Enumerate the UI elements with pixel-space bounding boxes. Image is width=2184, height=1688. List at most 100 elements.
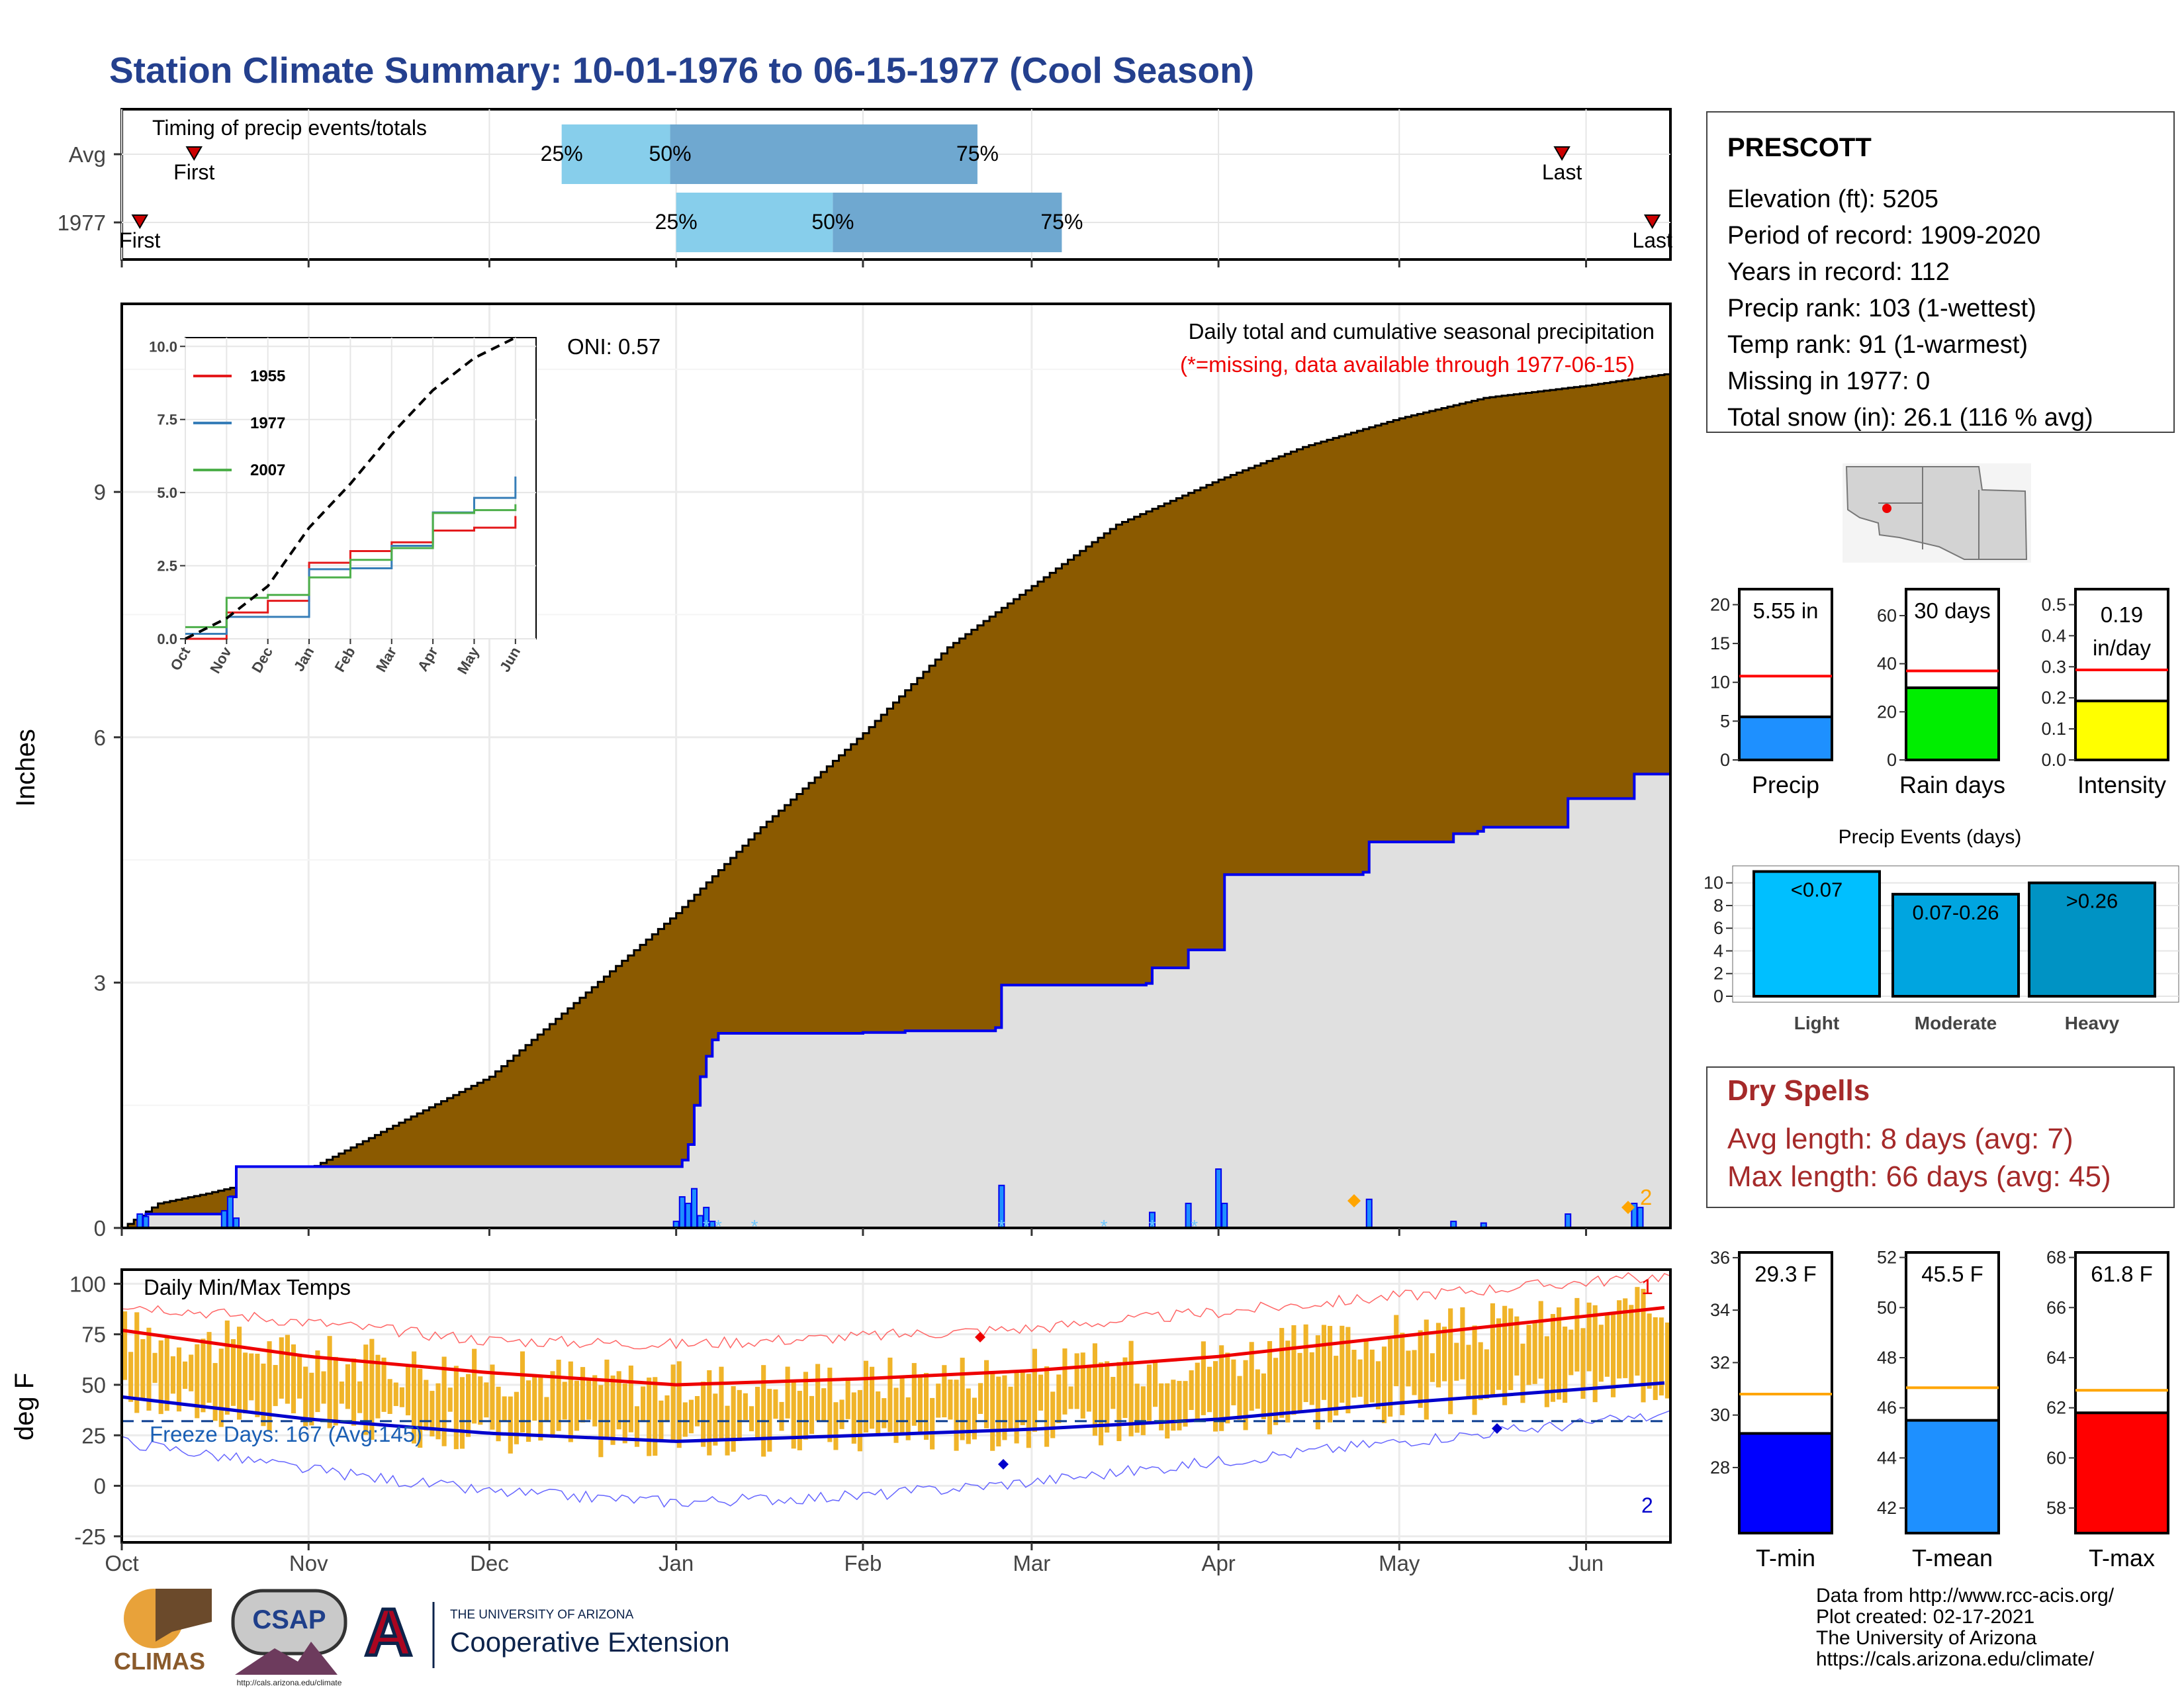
intensity-summary-ytick-label: 0.3 bbox=[2041, 657, 2066, 677]
daily-temp-bar bbox=[399, 1387, 404, 1407]
daily-temp-bar bbox=[1243, 1360, 1248, 1430]
daily-temp-bar bbox=[653, 1377, 658, 1456]
daily-temp-bar bbox=[1472, 1325, 1477, 1415]
events-bars: 02 4 6 8 10 <0.07 Light 0.07-0.26 Moderate >0.26 H… bbox=[1704, 870, 2179, 1033]
daily-temp-bar bbox=[550, 1371, 555, 1438]
daily-temp-bar bbox=[195, 1344, 200, 1419]
daily-temp-bar bbox=[701, 1382, 706, 1447]
daily-temp-bar bbox=[1544, 1336, 1549, 1407]
daily-temp-bar bbox=[930, 1397, 935, 1450]
daily-temp-bar bbox=[128, 1352, 134, 1402]
precip-summary-label: Precip bbox=[1752, 771, 1819, 798]
temp-summary-bars: 28 30 32 34 36 29.3 F T-min 42 44 46 48 50 52 45.5 F T… bbox=[1710, 1248, 2169, 1571]
daily-temp-bar bbox=[1026, 1374, 1031, 1448]
temp-xtick-label: Dec bbox=[470, 1551, 509, 1575]
daily-temp-bar bbox=[942, 1365, 947, 1418]
daily-temp-bar bbox=[755, 1386, 760, 1439]
daily-temp-bar bbox=[351, 1358, 357, 1426]
daily-temp-bar bbox=[532, 1376, 537, 1421]
tmax-summary-ytick-label: 68 bbox=[2046, 1248, 2066, 1268]
daily-temp-bar bbox=[749, 1406, 754, 1432]
freeze-days-label: Freeze Days: 167 (Avg:145) bbox=[150, 1422, 422, 1446]
intensity-summary-ytick-label: 0.1 bbox=[2041, 719, 2066, 739]
ua-logo-big: Cooperative Extension bbox=[450, 1626, 730, 1658]
daily-temp-bar bbox=[1050, 1391, 1056, 1438]
daily-temp-bar bbox=[514, 1391, 519, 1444]
tmean-summary-ytick-label: 52 bbox=[1877, 1248, 1897, 1268]
missing-count-label: 2 bbox=[1640, 1185, 1652, 1209]
daily-temp-bar bbox=[586, 1379, 592, 1420]
daily-temp-bar bbox=[1388, 1338, 1393, 1417]
climas-logo-mark bbox=[156, 1589, 212, 1642]
daily-temp-bar bbox=[1068, 1386, 1073, 1409]
daily-temp-bar bbox=[948, 1380, 953, 1420]
tmax-summary-ytick-label: 58 bbox=[2046, 1498, 2066, 1518]
events-value-label: >0.26 bbox=[2066, 890, 2118, 913]
intensity-summary-label: Intensity bbox=[2077, 771, 2166, 798]
dry-spells-panel: Dry Spells Avg length: 8 days (avg: 7) M… bbox=[1706, 1066, 2175, 1208]
daily-temp-bar bbox=[1394, 1315, 1399, 1387]
snow-day-markers: * * * * * * * bbox=[703, 1216, 1199, 1237]
average-max-line bbox=[121, 1305, 1665, 1387]
daily-temp-bar bbox=[236, 1327, 242, 1420]
daily-temp-bar bbox=[291, 1344, 296, 1414]
snow-marker: * bbox=[1101, 1216, 1108, 1237]
daily-temp-bar bbox=[224, 1320, 230, 1415]
daily-temp-bar bbox=[339, 1382, 344, 1404]
temp-x-axis: Oct Nov Dec Jan Feb Mar Apr May Jun bbox=[105, 1542, 1604, 1575]
daily-temp-bar bbox=[972, 1397, 977, 1440]
daily-temp-bar bbox=[1610, 1313, 1616, 1397]
page-title: Station Climate Summary: 10-01-1976 to 0… bbox=[109, 50, 1254, 91]
daily-temp-bar bbox=[1159, 1383, 1164, 1430]
daily-temp-bar bbox=[1490, 1303, 1495, 1396]
daily-temp-bar bbox=[694, 1395, 700, 1427]
daily-temp-bar bbox=[1623, 1298, 1628, 1378]
inset-legend: 1955 1977 2007 bbox=[193, 367, 285, 479]
daily-temp-bar bbox=[309, 1372, 314, 1426]
daily-temp-bar bbox=[465, 1374, 471, 1437]
current-cumulative-area bbox=[122, 774, 1670, 1228]
inset-line-1955 bbox=[185, 516, 517, 640]
daily-temp-bar bbox=[363, 1344, 369, 1435]
daily-temp-bar bbox=[1563, 1326, 1568, 1403]
daily-temp-bar bbox=[803, 1372, 808, 1440]
record-low-line bbox=[121, 1410, 1671, 1508]
current-cumulative-line bbox=[122, 773, 1670, 1229]
daily-temp-bar bbox=[1105, 1361, 1110, 1433]
daily-temp-bar bbox=[628, 1365, 633, 1432]
daily-temp-bar bbox=[984, 1360, 989, 1429]
intensity-summary-ytick-label: 0.5 bbox=[2041, 594, 2066, 614]
daily-temp-bar bbox=[490, 1364, 495, 1430]
events-ytick-label: 4 bbox=[1713, 941, 1723, 961]
daily-temp-bar bbox=[1315, 1335, 1320, 1430]
temp-xtick-label: Jun bbox=[1569, 1551, 1604, 1575]
daily-temp-bar bbox=[1334, 1356, 1339, 1416]
daily-temp-bar bbox=[1442, 1327, 1447, 1382]
daily-precip-bar bbox=[1221, 1202, 1228, 1229]
daily-temp-bar bbox=[538, 1376, 543, 1441]
temp-ytick-label: 75 bbox=[81, 1323, 106, 1347]
daily-temp-bar bbox=[670, 1364, 676, 1443]
daily-temp-bar bbox=[1345, 1327, 1351, 1414]
daily-temp-bar bbox=[502, 1396, 507, 1421]
daily-precip-bar bbox=[220, 1210, 228, 1229]
daily-temp-bar bbox=[1044, 1366, 1050, 1447]
daily-temp-bar bbox=[899, 1376, 905, 1434]
tmean-summary-label: T-mean bbox=[1912, 1544, 1993, 1571]
daily-temp-bar bbox=[212, 1363, 218, 1421]
daily-temp-bar bbox=[1177, 1381, 1182, 1430]
events-value-label: 0.07-0.26 bbox=[1913, 901, 1999, 924]
daily-temp-bar bbox=[170, 1356, 175, 1394]
daily-temp-bar bbox=[688, 1399, 694, 1434]
daily-temp-bar bbox=[960, 1358, 965, 1440]
daily-temp-bar bbox=[845, 1377, 850, 1419]
daily-precip-bar bbox=[690, 1188, 698, 1229]
temp-ytick-label: 50 bbox=[81, 1373, 106, 1397]
tmax-summary-ytick-label: 62 bbox=[2046, 1398, 2066, 1418]
daily-temp-bar bbox=[1134, 1383, 1140, 1433]
precip-y-label: Inches bbox=[11, 729, 40, 807]
daily-temp-bar bbox=[851, 1392, 856, 1444]
daily-temp-bar bbox=[911, 1363, 917, 1426]
daily-temp-bar bbox=[647, 1378, 652, 1456]
